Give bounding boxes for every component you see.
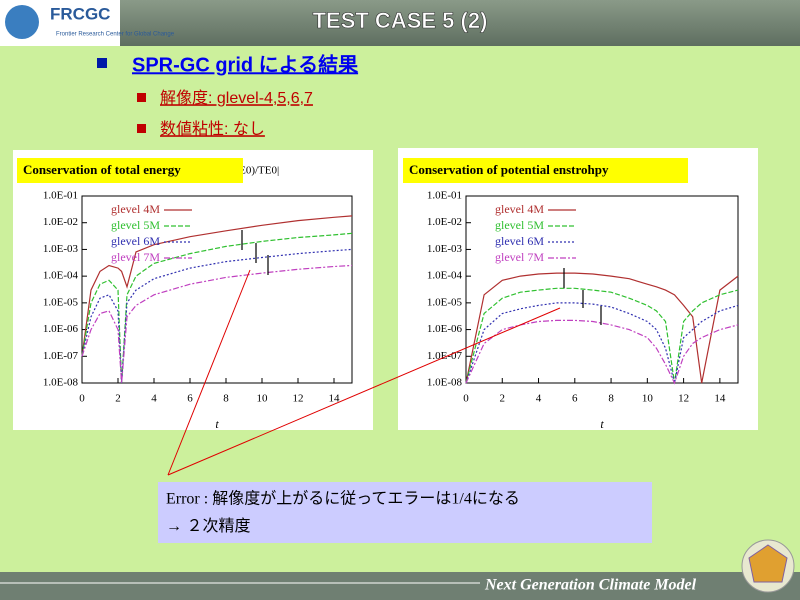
- legend-label: glevel 7M: [495, 250, 544, 264]
- x-tick-label: 4: [536, 393, 542, 405]
- y-tick-label: 1.0E-01: [43, 190, 78, 202]
- legend-label: glevel 4M: [111, 202, 160, 216]
- main-bullet: SPR-GC grid による結果: [132, 52, 358, 76]
- x-tick-label: 0: [463, 393, 469, 405]
- y-tick-label: 1.0E-05: [43, 296, 79, 308]
- bullet: [137, 93, 146, 102]
- x-tick-label: 10: [257, 393, 269, 405]
- y-tick-label: 1.0E-06: [43, 323, 79, 335]
- x-tick-label: 2: [500, 393, 506, 405]
- x-tick-label: 6: [187, 393, 193, 405]
- chart-title-box: [17, 158, 243, 183]
- series-line: [81, 232, 353, 384]
- charts: E-TE0)/TE0|1.0E-081.0E-071.0E-061.0E-051…: [17, 158, 739, 431]
- x-tick-label: 10: [642, 393, 654, 405]
- legend-label: glevel 6M: [111, 234, 160, 248]
- series-line: [81, 248, 353, 384]
- y-tick-label: 1.0E-04: [427, 270, 463, 282]
- note-box: [158, 482, 652, 543]
- footer-logo-shape: [748, 544, 788, 583]
- bullet: [137, 124, 146, 133]
- x-tick-label: 14: [714, 393, 726, 405]
- logo-text: FRCGC: [50, 4, 110, 23]
- x-tick-label: 14: [329, 393, 341, 405]
- sub-bullet: 解像度: glevel-4,5,6,7: [160, 89, 313, 107]
- x-tick-label: 0: [79, 393, 85, 405]
- legend-label: glevel 4M: [495, 202, 544, 216]
- y-tick-label: 1.0E-08: [427, 377, 463, 389]
- footer-bar: [0, 572, 800, 600]
- legend-label: glevel 6M: [495, 234, 544, 248]
- legend-label: glevel 5M: [495, 218, 544, 232]
- x-tick-label: 2: [115, 393, 121, 405]
- series-line: [81, 264, 353, 384]
- x-tick-label: 8: [608, 393, 614, 405]
- y-tick-label: 1.0E-01: [427, 190, 462, 202]
- series-line: [465, 302, 739, 384]
- plot-frame: [465, 195, 739, 384]
- bullet: [97, 58, 107, 68]
- plot-frame: [81, 195, 353, 384]
- note-line: → ２次精度: [166, 517, 250, 535]
- y-tick-label: 1.0E-08: [43, 377, 79, 389]
- slide-title: TEST CASE 5 (2): [313, 8, 488, 33]
- logo-subtext: Frontier Research Center for Global Chan…: [56, 32, 175, 38]
- y-tick-label: 1.0E-03: [427, 243, 463, 255]
- legend-label: glevel 5M: [111, 218, 160, 232]
- y-tick-label: 1.0E-04: [43, 270, 79, 282]
- y-tick-label: 1.0E-03: [43, 243, 79, 255]
- x-tick-label: 8: [223, 393, 229, 405]
- pointer-lines: [167, 269, 561, 476]
- y-tick-label: 1.0E-06: [427, 323, 463, 335]
- y-tick-label: 1.0E-07: [43, 350, 79, 362]
- series-line: [81, 215, 353, 357]
- chart-title: Conservation of total energy: [23, 162, 181, 177]
- footer-text: Next Generation Climate Model: [484, 577, 697, 594]
- note-line: Error : 解像度が上がるに従ってエラーは1/4になる: [166, 490, 520, 508]
- x-tick-label: 12: [678, 393, 689, 405]
- chart-title: Conservation of potential enstrohpy: [409, 162, 609, 177]
- x-axis-label: t: [600, 417, 604, 431]
- y-tick-label: 1.0E-05: [427, 296, 463, 308]
- x-tick-label: 12: [293, 393, 304, 405]
- x-tick-label: 6: [572, 393, 578, 405]
- sub-bullet: 数値粘性: なし: [160, 120, 265, 138]
- y-tick-label: 1.0E-02: [427, 216, 462, 228]
- x-tick-label: 4: [151, 393, 157, 405]
- series-line: [465, 272, 739, 384]
- logo-globe: [5, 5, 39, 39]
- x-axis-label: t: [215, 417, 219, 431]
- arrows: [241, 230, 602, 325]
- series-line: [465, 287, 739, 384]
- chart-title-box: [403, 158, 688, 183]
- y-tick-label: 1.0E-02: [43, 216, 78, 228]
- header-bar: [0, 0, 800, 46]
- legend-label: glevel 7M: [111, 250, 160, 264]
